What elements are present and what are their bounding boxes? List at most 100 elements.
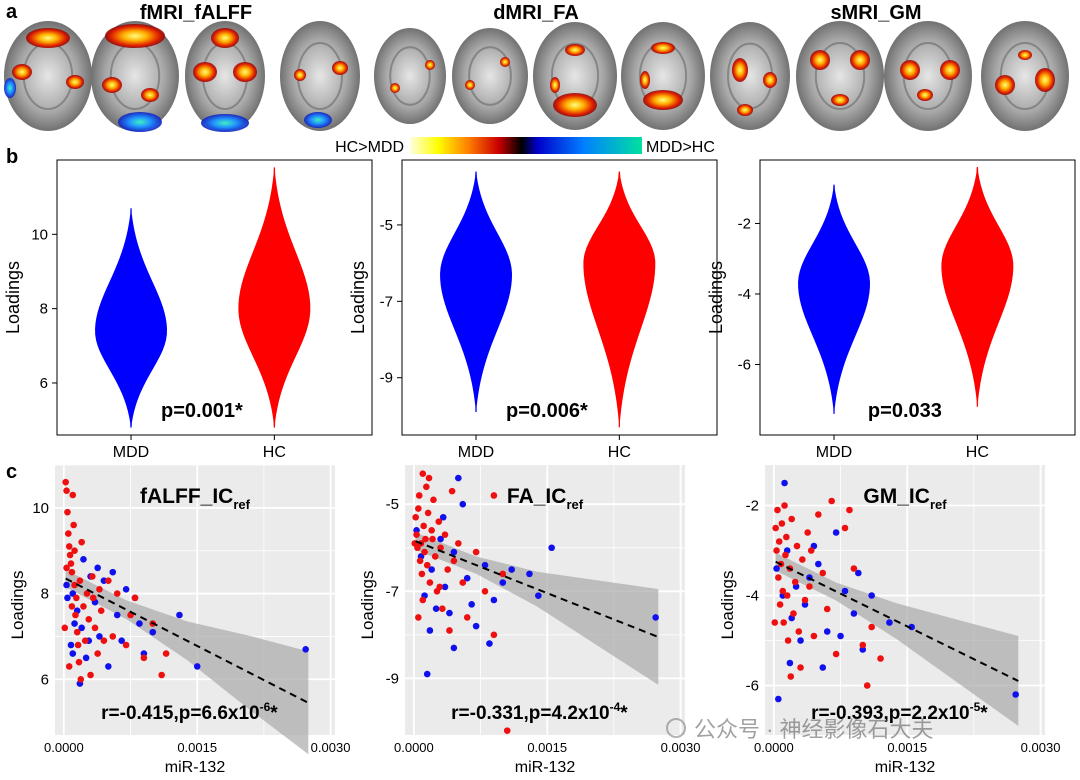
scatter-title: FA_ICref bbox=[507, 485, 584, 512]
data-point-hc bbox=[846, 506, 853, 514]
data-point-hc bbox=[863, 682, 871, 689]
data-point-hc bbox=[790, 610, 797, 617]
brain-slice-1 bbox=[4, 21, 92, 131]
data-point-mdd bbox=[455, 474, 462, 482]
data-point-mdd bbox=[450, 548, 458, 556]
x-tick-label: 0.0000 bbox=[44, 740, 84, 755]
data-point-mdd bbox=[450, 644, 458, 652]
data-point-hc bbox=[775, 574, 782, 581]
y-tick-label: -9 bbox=[380, 370, 393, 387]
data-point-mdd bbox=[122, 585, 130, 593]
data-point-hc bbox=[448, 487, 456, 495]
y-tick-label: -2 bbox=[746, 498, 759, 515]
data-point-mdd bbox=[71, 620, 78, 627]
data-point-hc bbox=[787, 673, 795, 680]
activation-hot bbox=[332, 61, 348, 75]
y-tick-label: 10 bbox=[32, 500, 49, 517]
data-point-hc bbox=[804, 529, 811, 536]
data-point-mdd bbox=[652, 614, 659, 621]
data-point-hc bbox=[74, 641, 82, 649]
brain-slice-12 bbox=[981, 21, 1069, 131]
data-point-hc bbox=[832, 650, 840, 658]
x-tick-label: MDD bbox=[816, 444, 852, 461]
activation-hot bbox=[810, 50, 830, 70]
y-tick-label: 8 bbox=[41, 586, 49, 603]
y-tick-label: -9 bbox=[386, 670, 399, 687]
header-dmri-fa: dMRI_FA bbox=[493, 2, 579, 24]
x-tick-label: 0.0015 bbox=[177, 740, 217, 755]
data-point-mdd bbox=[463, 574, 471, 582]
data-point-hc bbox=[775, 538, 783, 545]
y-tick-label: -4 bbox=[746, 588, 759, 605]
x-tick-label: 0.0030 bbox=[1021, 740, 1061, 755]
data-point-hc bbox=[490, 631, 498, 639]
data-point-hc bbox=[429, 535, 436, 543]
data-point-hc bbox=[83, 590, 91, 597]
data-point-hc bbox=[859, 641, 867, 649]
data-point-mdd bbox=[548, 544, 555, 552]
data-point-mdd bbox=[855, 569, 862, 577]
activation-hot bbox=[233, 62, 257, 82]
data-point-hc bbox=[91, 624, 99, 632]
data-point-hc bbox=[77, 675, 85, 683]
data-point-hc bbox=[73, 594, 80, 602]
data-point-hc bbox=[455, 540, 462, 547]
data-point-hc bbox=[158, 671, 165, 679]
data-point-hc bbox=[783, 592, 791, 599]
activation-hot bbox=[500, 57, 510, 67]
p-value-annotation: p=0.001* bbox=[161, 400, 243, 422]
data-point-hc bbox=[426, 579, 434, 586]
activation-cold bbox=[304, 112, 332, 128]
data-point-hc bbox=[779, 587, 787, 595]
activation-hot bbox=[12, 64, 32, 80]
brain-slice-3 bbox=[185, 21, 265, 131]
data-point-mdd bbox=[118, 637, 125, 645]
data-point-mdd bbox=[428, 566, 435, 573]
violin-hc bbox=[238, 167, 311, 428]
data-point-hc bbox=[428, 527, 435, 534]
y-tick-label: -7 bbox=[386, 583, 399, 600]
data-point-hc bbox=[122, 641, 130, 649]
data-point-hc bbox=[87, 671, 94, 679]
brain-slice-4 bbox=[280, 21, 360, 131]
data-point-mdd bbox=[508, 566, 515, 573]
activation-hot bbox=[26, 28, 70, 48]
data-point-hc bbox=[65, 543, 73, 550]
data-point-hc bbox=[793, 542, 801, 550]
y-tick-label: 6 bbox=[41, 671, 49, 688]
data-point-hc bbox=[823, 605, 831, 613]
x-tick-label: 0.0015 bbox=[887, 740, 927, 755]
data-point-hc bbox=[68, 603, 76, 610]
p-value-annotation: p=0.033 bbox=[868, 400, 942, 422]
x-axis-label: miR-132 bbox=[875, 759, 936, 776]
data-point-hc bbox=[788, 515, 795, 523]
data-point-hc bbox=[96, 585, 103, 593]
data-point-mdd bbox=[136, 620, 143, 627]
correlation-annotation: r=-0.331,p=4.2x10-4* bbox=[451, 700, 628, 724]
violin-chart-2: -9 -7 -5 Loadings MDD HC p=0.006* bbox=[348, 159, 718, 461]
data-point-mdd bbox=[486, 640, 493, 647]
data-point-mdd bbox=[64, 594, 71, 602]
data-point-mdd bbox=[82, 654, 90, 662]
activation-hot bbox=[737, 104, 753, 116]
x-tick-label: 0.0030 bbox=[311, 740, 351, 755]
data-point-hc bbox=[69, 491, 77, 499]
data-point-mdd bbox=[786, 659, 794, 667]
data-point-hc bbox=[61, 624, 69, 632]
data-point-mdd bbox=[850, 610, 858, 617]
data-point-hc bbox=[423, 483, 430, 491]
data-point-hc bbox=[778, 520, 786, 527]
data-point-hc bbox=[105, 577, 112, 585]
data-point-hc bbox=[63, 564, 70, 572]
data-point-hc bbox=[71, 547, 78, 555]
data-point-hc bbox=[420, 522, 427, 530]
y-tick-label: -7 bbox=[380, 293, 393, 310]
header-fmri-falff: fMRI_fALFF bbox=[140, 2, 252, 24]
y-axis-label: Loadings bbox=[706, 261, 726, 334]
activation-hot bbox=[102, 77, 122, 93]
data-point-hc bbox=[100, 637, 108, 645]
data-point-mdd bbox=[490, 596, 498, 604]
data-point-hc bbox=[94, 650, 101, 657]
data-point-hc bbox=[806, 583, 813, 590]
